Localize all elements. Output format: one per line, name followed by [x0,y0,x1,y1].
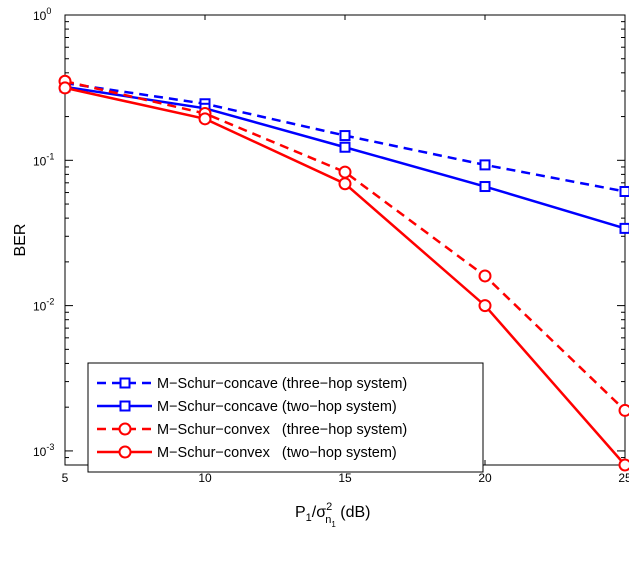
series-line [64,80,626,412]
legend-label: M−Schur−convex (three−hop system) [157,422,407,438]
data-point [58,81,72,95]
data-point [198,112,212,126]
y-tick-label: 10-3 [33,442,54,459]
data-point [619,222,629,234]
legend-label: M−Schur−concave (two−hop system) [157,399,397,415]
legend-label: M−Schur−concave (three−hop system) [157,376,407,392]
data-point [338,165,352,179]
y-tick-label: 10-2 [33,297,54,314]
data-point [618,403,629,417]
legend: M−Schur−concave (three−hop system) M−Schu… [87,362,484,473]
data-point [618,458,629,472]
y-axis-label: BER [12,224,29,257]
legend-marker [119,400,131,412]
legend-marker [118,422,132,436]
x-tick-label: 5 [62,471,69,485]
data-point [478,299,492,313]
y-tick-label: 10-1 [33,151,54,168]
legend-marker [118,445,132,459]
data-point [479,181,491,193]
series-4 [58,81,629,472]
legend-label: M−Schur−convex (two−hop system) [157,445,397,461]
x-tick-label: 10 [198,471,212,485]
y-tick-label: 100 [33,6,51,23]
data-point [478,269,492,283]
x-tick-label: 25 [618,471,629,485]
data-point [479,159,491,171]
x-tick-label: 20 [478,471,492,485]
legend-marker [119,377,131,389]
data-point [619,185,629,197]
x-axis-label: P1/σ2 n1 (dB) [295,501,371,529]
data-point [339,141,351,153]
legend-box [87,362,484,473]
axis-ticks: 5 10 15 20 25 100 10-1 10-2 10-3 [33,6,629,485]
x-tick-label: 15 [338,471,352,485]
data-point [338,177,352,191]
data-point [339,130,351,142]
series-layer [58,74,629,472]
